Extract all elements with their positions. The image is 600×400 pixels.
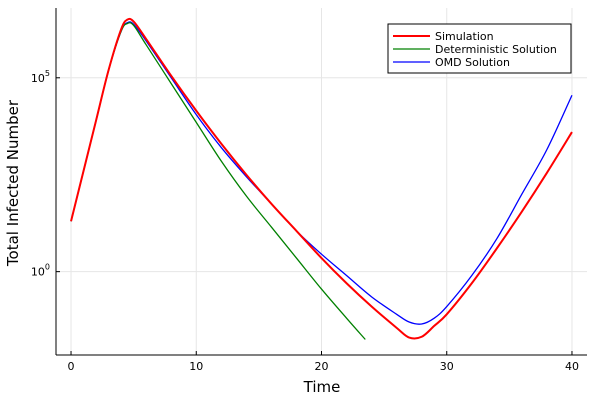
axes [55,8,587,356]
legend-entry: Simulation [435,30,494,43]
series-line-simulation [70,17,573,340]
x-tick-label: 40 [565,360,579,373]
legend-entry: OMD Solution [435,56,510,69]
y-tick-label: 105 [31,69,50,85]
x-tick-label: 10 [189,360,203,373]
series-lines [70,17,573,340]
y-tick-label: 100 [31,263,50,279]
x-tick-label: 20 [315,360,329,373]
x-axis-label: Time [303,378,341,396]
legend-entry: Deterministic Solution [435,43,557,56]
x-tick-label: 0 [68,360,75,373]
y-axis-label: Total Infected Number [4,99,22,267]
x-tick-label: 30 [440,360,454,373]
tick-labels: 0 10 20 30 40 100 105 [31,69,579,373]
